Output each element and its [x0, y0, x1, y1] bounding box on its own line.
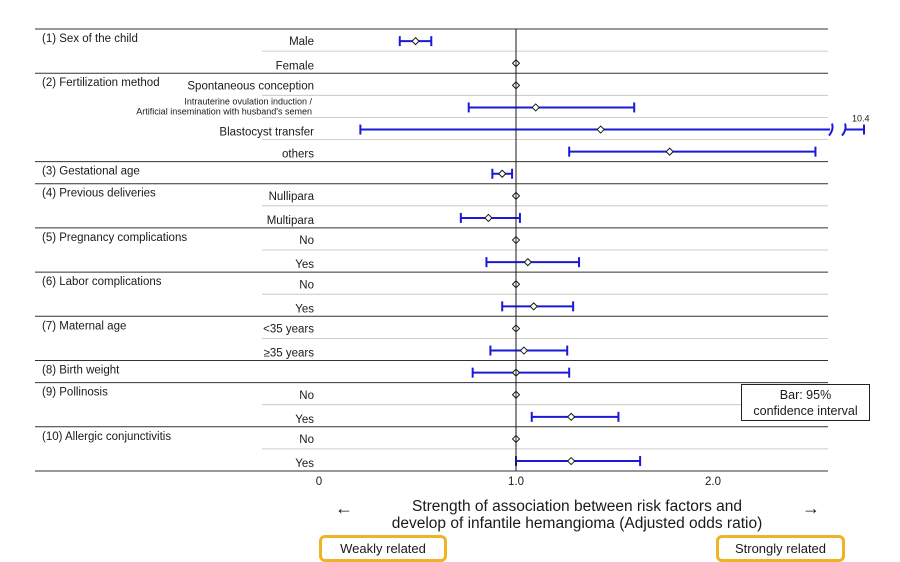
group-label: (9) Pollinosis — [42, 387, 108, 399]
legend-box: Bar: 95% confidence interval — [741, 384, 870, 421]
axis-break — [841, 123, 847, 137]
axis-break — [828, 123, 834, 137]
x-tick-label: 2.0 — [705, 476, 721, 488]
x-tick-label: 0 — [316, 476, 322, 488]
x-axis-title: develop of infantile hemangioma (Adjuste… — [392, 515, 763, 532]
point-estimate — [596, 125, 605, 134]
left-arrow-icon: ← — [335, 498, 353, 518]
row-label: Artificial insemination with husband's s… — [136, 106, 312, 116]
point-estimate — [531, 103, 540, 112]
row-label: No — [299, 434, 314, 446]
row-label: Yes — [295, 414, 314, 426]
row-label: Male — [289, 36, 314, 48]
right-arrow-icon: → — [802, 498, 820, 518]
weakly-related-label: Weakly related — [340, 541, 426, 556]
axis-break-label: 10.4 — [852, 114, 870, 124]
group-label: (7) Maternal age — [42, 320, 126, 332]
point-estimate — [665, 147, 674, 156]
legend-line-1: Bar: 95% — [779, 388, 832, 402]
point-estimate — [484, 213, 493, 223]
row-label: ≥35 years — [264, 348, 315, 360]
group-label: (10) Allergic conjunctivitis — [42, 431, 171, 443]
group-label: (8) Birth weight — [42, 365, 120, 377]
row-label: Yes — [295, 303, 314, 315]
legend-line-2: confidence interval — [753, 404, 858, 418]
row-label: others — [282, 149, 314, 161]
row-label: Blastocyst transfer — [219, 127, 314, 139]
row-label: Female — [276, 60, 314, 72]
row-label: No — [299, 235, 314, 247]
point-estimate — [411, 36, 420, 46]
x-axis-title: Strength of association between risk fac… — [412, 498, 742, 515]
row-label: Multipara — [267, 215, 315, 227]
group-label: (1) Sex of the child — [42, 33, 138, 45]
group-label: (5) Pregnancy complications — [42, 232, 187, 244]
row-label: <35 years — [263, 323, 314, 335]
point-estimate — [566, 456, 576, 466]
group-label: (2) Fertilization method — [42, 77, 160, 89]
strongly-related-label: Strongly related — [734, 541, 827, 556]
x-tick-label: 1.0 — [508, 476, 524, 488]
point-estimate — [523, 257, 533, 267]
point-estimate — [498, 169, 507, 178]
group-label: (6) Labor complications — [42, 276, 162, 288]
point-estimate — [566, 412, 576, 422]
row-label: Spontaneous conception — [187, 80, 314, 92]
weakly-related-box: Weakly related — [319, 535, 447, 562]
point-estimate — [529, 302, 538, 311]
strongly-related-box: Strongly related — [716, 535, 845, 562]
row-label: No — [299, 390, 314, 402]
point-estimate — [519, 346, 529, 355]
group-label: (4) Previous deliveries — [42, 188, 156, 200]
row-label: Yes — [295, 259, 314, 271]
row-label: Yes — [295, 458, 314, 470]
group-label: (3) Gestational age — [42, 166, 140, 178]
row-label: No — [299, 279, 314, 291]
row-label: Intrauterine ovulation induction / — [184, 96, 312, 106]
row-label: Nullipara — [269, 191, 315, 203]
